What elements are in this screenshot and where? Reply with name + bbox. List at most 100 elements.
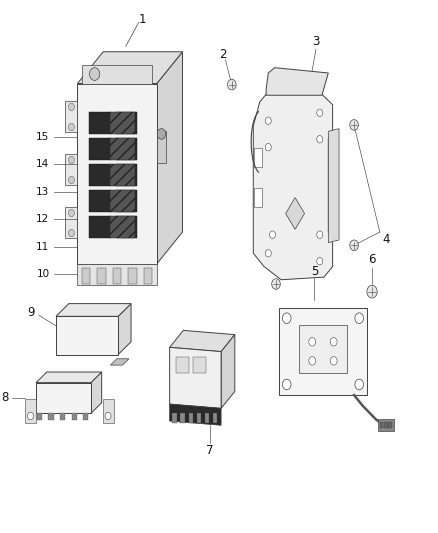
Circle shape: [265, 117, 271, 124]
Circle shape: [68, 229, 74, 237]
Text: 9: 9: [27, 306, 35, 319]
Circle shape: [283, 379, 291, 390]
Polygon shape: [266, 68, 328, 95]
Polygon shape: [118, 304, 131, 354]
Circle shape: [272, 279, 280, 289]
Bar: [97, 268, 106, 284]
Circle shape: [89, 68, 100, 80]
Polygon shape: [170, 330, 235, 352]
Polygon shape: [91, 372, 102, 414]
Circle shape: [265, 143, 271, 151]
Text: 12: 12: [36, 214, 49, 224]
Bar: [89, 216, 111, 238]
Polygon shape: [78, 84, 157, 264]
Circle shape: [350, 240, 358, 251]
Text: 7: 7: [206, 444, 214, 457]
Bar: [116, 190, 138, 213]
Text: 11: 11: [36, 242, 49, 252]
Circle shape: [68, 103, 74, 111]
Polygon shape: [328, 128, 339, 243]
Bar: [82, 268, 90, 284]
Circle shape: [283, 313, 291, 324]
Circle shape: [317, 109, 323, 116]
Polygon shape: [170, 348, 221, 408]
Bar: [378, 419, 394, 431]
Circle shape: [367, 285, 377, 298]
Text: 3: 3: [312, 35, 320, 47]
Bar: [65, 207, 78, 238]
Circle shape: [309, 337, 316, 346]
Polygon shape: [110, 359, 129, 365]
Polygon shape: [36, 383, 91, 414]
Text: 1: 1: [138, 13, 146, 27]
Bar: [188, 413, 193, 423]
Circle shape: [265, 249, 271, 257]
Bar: [110, 112, 135, 134]
Bar: [89, 190, 111, 213]
Bar: [25, 399, 36, 423]
Bar: [60, 414, 65, 419]
Bar: [113, 268, 121, 284]
Bar: [49, 414, 53, 419]
Bar: [193, 357, 206, 373]
Circle shape: [350, 119, 358, 130]
Text: 6: 6: [368, 253, 376, 266]
Circle shape: [317, 257, 323, 265]
Polygon shape: [56, 304, 131, 317]
Bar: [116, 138, 138, 160]
Circle shape: [28, 413, 33, 419]
Bar: [157, 131, 166, 163]
Polygon shape: [170, 404, 221, 425]
Polygon shape: [221, 335, 235, 408]
Circle shape: [269, 231, 276, 238]
Polygon shape: [36, 372, 102, 383]
Polygon shape: [286, 198, 304, 229]
Bar: [254, 148, 262, 167]
Bar: [180, 413, 185, 423]
Circle shape: [157, 128, 166, 139]
Text: 2: 2: [219, 48, 227, 61]
Circle shape: [355, 313, 364, 324]
Bar: [110, 164, 135, 187]
Circle shape: [317, 135, 323, 143]
Bar: [37, 414, 42, 419]
Circle shape: [330, 357, 337, 365]
Bar: [254, 188, 262, 207]
Bar: [65, 154, 78, 185]
Bar: [380, 422, 383, 428]
Text: 10: 10: [36, 270, 49, 279]
Polygon shape: [279, 308, 367, 395]
Bar: [116, 112, 138, 134]
Bar: [116, 216, 138, 238]
Circle shape: [227, 79, 236, 90]
Text: 14: 14: [36, 159, 49, 169]
Bar: [384, 422, 388, 428]
Bar: [78, 264, 157, 285]
Bar: [144, 268, 152, 284]
Bar: [89, 164, 111, 187]
Bar: [128, 268, 137, 284]
Bar: [205, 413, 209, 423]
Circle shape: [68, 123, 74, 131]
Circle shape: [68, 209, 74, 216]
Bar: [197, 413, 201, 423]
Circle shape: [68, 156, 74, 164]
Polygon shape: [56, 317, 118, 354]
Bar: [110, 216, 135, 238]
Circle shape: [355, 379, 364, 390]
Bar: [116, 164, 138, 187]
Circle shape: [317, 231, 323, 238]
Bar: [110, 138, 135, 160]
Bar: [172, 413, 177, 423]
Bar: [300, 325, 346, 373]
Bar: [89, 112, 111, 134]
Text: 8: 8: [2, 392, 9, 405]
Polygon shape: [157, 52, 183, 264]
Polygon shape: [253, 94, 332, 280]
Bar: [110, 190, 135, 213]
Bar: [213, 413, 217, 423]
Circle shape: [105, 413, 111, 419]
Bar: [83, 414, 88, 419]
Text: 4: 4: [383, 233, 390, 246]
Bar: [65, 101, 78, 132]
